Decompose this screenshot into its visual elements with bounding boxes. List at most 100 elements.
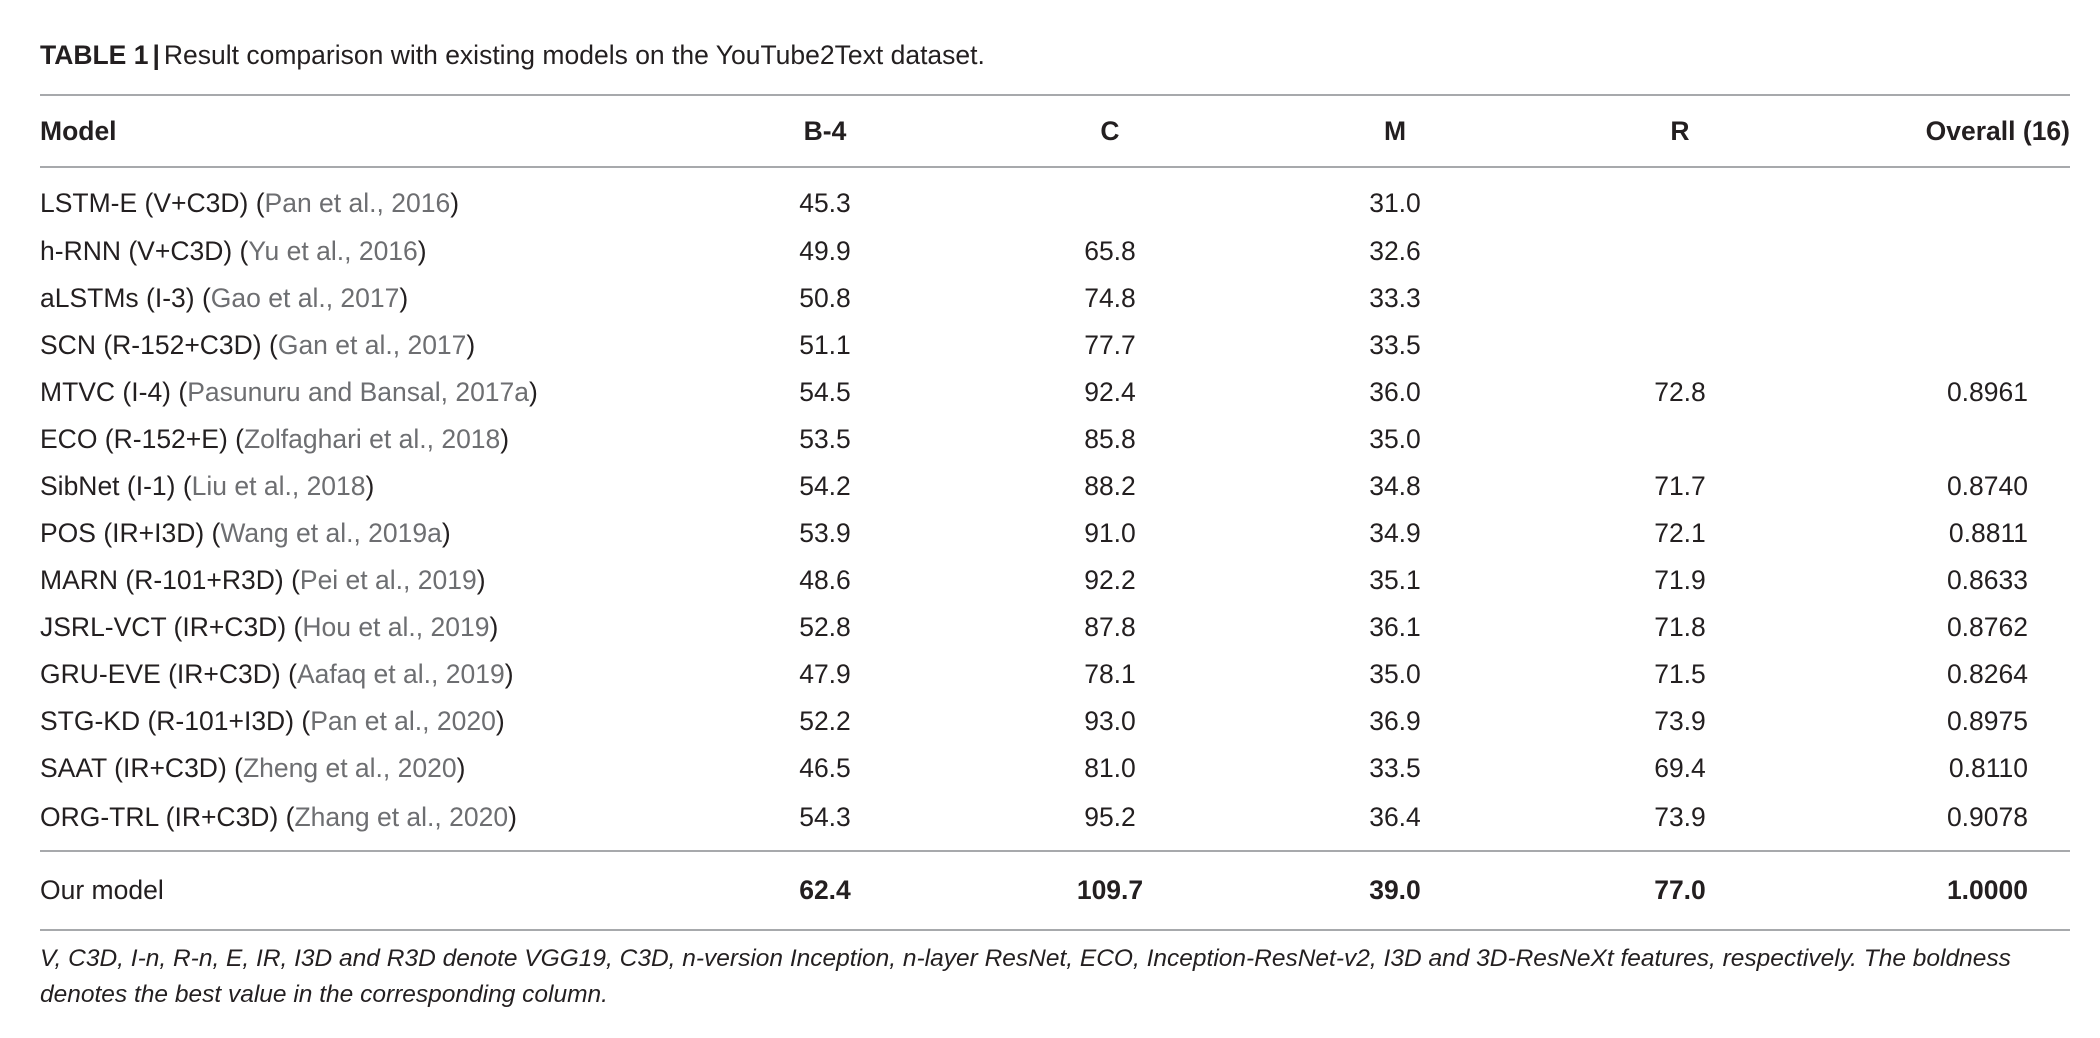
model-cell: MARN (R-101+R3D) (Pei et al., 2019) <box>40 557 690 604</box>
citation-link[interactable]: Pei et al., 2019 <box>299 565 477 595</box>
table-caption: TABLE 1 | Result comparison with existing … <box>40 38 2070 72</box>
model-name-close: ) <box>399 283 409 313</box>
c-cell: 93.0 <box>1084 706 1136 736</box>
table-row: MARN (R-101+R3D) (Pei et al., 2019) 48.6 9… <box>40 557 2070 604</box>
header-r: R <box>1670 115 1690 146</box>
citation-link[interactable]: Hou et al., 2019 <box>302 612 490 642</box>
r-cell <box>1530 228 1830 275</box>
table-row: aLSTMs (I-3) (Gao et al., 2017) 50.8 74.8 3… <box>40 275 2070 322</box>
citation-link[interactable]: Gan et al., 2017 <box>277 330 467 360</box>
m-cell: 33.5 <box>1369 753 1421 783</box>
model-name: ORG-TRL (IR+C3D) ( <box>40 801 295 832</box>
b4-cell: 54.5 <box>799 377 851 407</box>
b4-cell: 49.9 <box>799 236 851 266</box>
caption-separator: | <box>152 40 160 70</box>
b4-cell: 45.3 <box>799 187 851 218</box>
model-name: JSRL-VCT (IR+C3D) ( <box>40 612 303 642</box>
header-b4: B-4 <box>803 115 847 146</box>
model-cell: JSRL-VCT (IR+C3D) (Hou et al., 2019) <box>40 604 690 651</box>
citation-link[interactable]: Gao et al., 2017 <box>210 283 400 313</box>
citation-link[interactable]: Pan et al., 2016 <box>264 187 451 218</box>
table-row: LSTM-E (V+C3D) (Pan et al., 2016) 45.3 31.… <box>40 167 2070 228</box>
b4-cell: 47.9 <box>799 659 851 689</box>
table-row: ORG-TRL (IR+C3D) (Zhang et al., 2020) 54.… <box>40 792 2070 851</box>
r-cell: 71.8 <box>1654 612 1706 642</box>
model-cell: GRU-EVE (IR+C3D) (Aafaq et al., 2019) <box>40 651 690 698</box>
overall-cell: 0.8740 <box>1946 471 2028 501</box>
our-model-c: 109.7 <box>1076 875 1144 905</box>
overall-cell: 0.8762 <box>1946 612 2028 642</box>
m-cell: 33.5 <box>1369 330 1421 360</box>
overall-cell: 0.8110 <box>1948 753 2028 783</box>
model-name-close: ) <box>500 424 510 454</box>
b4-cell: 48.6 <box>799 565 851 595</box>
r-cell: 72.1 <box>1654 518 1706 548</box>
model-name-close: ) <box>441 518 451 548</box>
table-row: ECO (R-152+E) (Zolfaghari et al., 2018) 5… <box>40 416 2070 463</box>
b4-cell: 51.1 <box>799 330 851 360</box>
model-name: STG-KD (R-101+I3D) ( <box>40 706 311 736</box>
c-cell: 78.1 <box>1084 659 1136 689</box>
r-cell: 71.5 <box>1654 659 1706 689</box>
overall-cell <box>1830 167 2070 228</box>
header-row: Model B-4 C M R Overall (16) <box>40 95 2070 167</box>
model-name: h-RNN (V+C3D) ( <box>40 236 249 266</box>
citation-link[interactable]: Pasunuru and Bansal, 2017a <box>187 377 530 407</box>
our-model-b4: 62.4 <box>799 875 851 905</box>
table-footnote: V, C3D, I-n, R-n, E, IR, I3D and R3D den… <box>40 945 2011 1008</box>
b4-cell: 52.2 <box>799 706 851 736</box>
model-cell: STG-KD (R-101+I3D) (Pan et al., 2020) <box>40 698 690 745</box>
model-name: SibNet (I-1) ( <box>40 471 192 501</box>
citation-link[interactable]: Wang et al., 2019a <box>220 518 442 548</box>
table-row: GRU-EVE (IR+C3D) (Aafaq et al., 2019) 47.… <box>40 651 2070 698</box>
citation-link[interactable]: Liu et al., 2018 <box>191 471 366 501</box>
caption-label: TABLE 1 <box>40 40 149 70</box>
overall-cell: 0.8264 <box>1946 659 2028 689</box>
c-cell: 87.8 <box>1084 612 1136 642</box>
table-row: STG-KD (R-101+I3D) (Pan et al., 2020) 52.… <box>40 698 2070 745</box>
model-cell: ECO (R-152+E) (Zolfaghari et al., 2018) <box>40 416 690 463</box>
m-cell: 34.9 <box>1369 518 1421 548</box>
r-cell: 71.9 <box>1654 565 1706 595</box>
table-row: SCN (R-152+C3D) (Gan et al., 2017) 51.1 77… <box>40 322 2070 369</box>
model-name: MTVC (I-4) ( <box>40 377 188 407</box>
model-name-close: ) <box>489 612 499 642</box>
citation-link[interactable]: Yu et al., 2016 <box>248 236 418 266</box>
c-cell: 91.0 <box>1084 518 1136 548</box>
m-cell: 34.8 <box>1369 471 1421 501</box>
our-model-m: 39.0 <box>1369 875 1421 905</box>
overall-cell: 0.8961 <box>1946 377 2028 407</box>
our-model-overall: 1.0000 <box>1946 875 2028 905</box>
b4-cell: 52.8 <box>799 612 851 642</box>
m-cell: 35.0 <box>1369 659 1421 689</box>
overall-cell: 0.8975 <box>1946 706 2028 736</box>
c-cell <box>960 167 1260 228</box>
r-cell: 73.9 <box>1654 706 1706 736</box>
model-cell: aLSTMs (I-3) (Gao et al., 2017) <box>40 275 690 322</box>
overall-cell <box>1830 228 2070 275</box>
c-cell: 88.2 <box>1084 471 1136 501</box>
b4-cell: 54.2 <box>799 471 851 501</box>
c-cell: 77.7 <box>1084 330 1136 360</box>
model-name: MARN (R-101+R3D) ( <box>40 565 300 595</box>
overall-cell <box>1830 416 2070 463</box>
model-name: LSTM-E (V+C3D) ( <box>40 187 265 218</box>
r-cell <box>1530 416 1830 463</box>
overall-cell: 0.9078 <box>1946 801 2028 832</box>
citation-link[interactable]: Zolfaghari et al., 2018 <box>243 424 501 454</box>
b4-cell: 46.5 <box>799 753 851 783</box>
model-cell: POS (IR+I3D) (Wang et al., 2019a) <box>40 510 690 557</box>
overall-cell <box>1830 322 2070 369</box>
citation-link[interactable]: Zhang et al., 2020 <box>294 801 509 832</box>
m-cell: 31.0 <box>1369 187 1421 218</box>
header-c: C <box>1100 115 1120 146</box>
r-cell: 72.8 <box>1654 377 1706 407</box>
table-row: JSRL-VCT (IR+C3D) (Hou et al., 2019) 52.8… <box>40 604 2070 651</box>
model-name: SCN (R-152+C3D) ( <box>40 330 278 360</box>
citation-link[interactable]: Aafaq et al., 2019 <box>296 659 505 689</box>
model-cell: MTVC (I-4) (Pasunuru and Bansal, 2017a) <box>40 369 690 416</box>
citation-link[interactable]: Zheng et al., 2020 <box>242 753 457 783</box>
c-cell: 81.0 <box>1084 753 1136 783</box>
model-name: POS (IR+I3D) ( <box>40 518 221 548</box>
citation-link[interactable]: Pan et al., 2020 <box>310 706 496 736</box>
